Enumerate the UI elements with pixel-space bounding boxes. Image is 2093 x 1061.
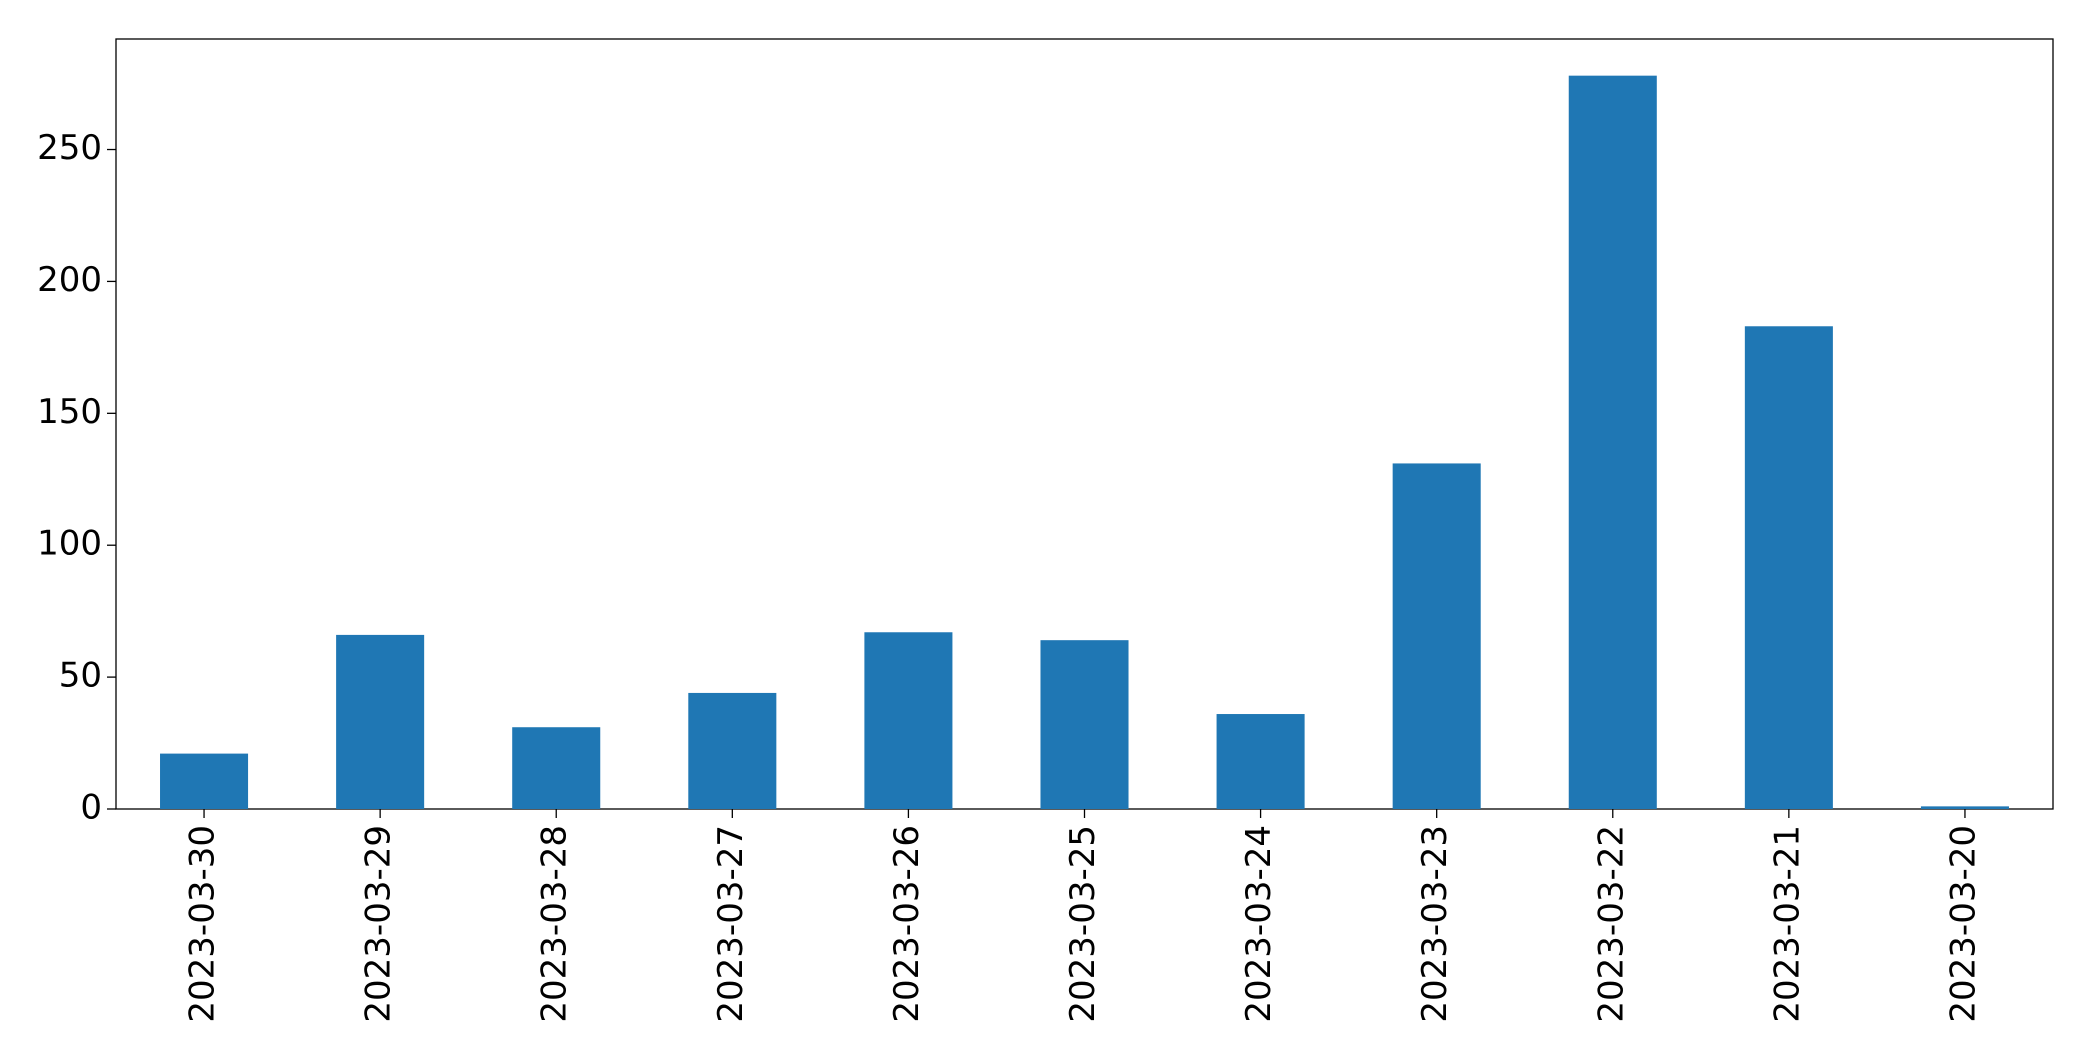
- x-tick-label: 2023-03-27: [711, 825, 751, 1023]
- y-tick-label: 50: [59, 656, 102, 696]
- x-tick-label: 2023-03-26: [887, 825, 927, 1023]
- x-tick-label: 2023-03-29: [359, 825, 399, 1023]
- bar: [864, 632, 953, 809]
- x-tick-label: 2023-03-21: [1767, 825, 1807, 1023]
- bar: [1744, 326, 1833, 809]
- x-tick-label: 2023-03-28: [535, 825, 575, 1023]
- x-tick-label: 2023-03-22: [1591, 825, 1631, 1023]
- bar: [1568, 75, 1657, 809]
- x-tick-label: 2023-03-25: [1063, 825, 1103, 1023]
- y-tick-label: 150: [37, 392, 102, 432]
- x-tick-label: 2023-03-23: [1415, 825, 1455, 1023]
- bar: [1040, 640, 1129, 809]
- bar: [512, 727, 601, 809]
- x-tick-label: 2023-03-20: [1943, 825, 1983, 1023]
- bar: [688, 692, 777, 809]
- y-tick-label: 200: [37, 260, 102, 300]
- bar: [160, 753, 249, 809]
- bar: [336, 634, 425, 809]
- y-tick-label: 250: [37, 128, 102, 168]
- y-tick-label: 0: [80, 788, 102, 828]
- bar: [1920, 806, 2009, 809]
- x-tick-label: 2023-03-30: [183, 825, 223, 1023]
- y-tick-label: 100: [37, 524, 102, 564]
- bar: [1216, 714, 1305, 809]
- bar: [1392, 463, 1481, 809]
- x-tick-label: 2023-03-24: [1239, 825, 1279, 1023]
